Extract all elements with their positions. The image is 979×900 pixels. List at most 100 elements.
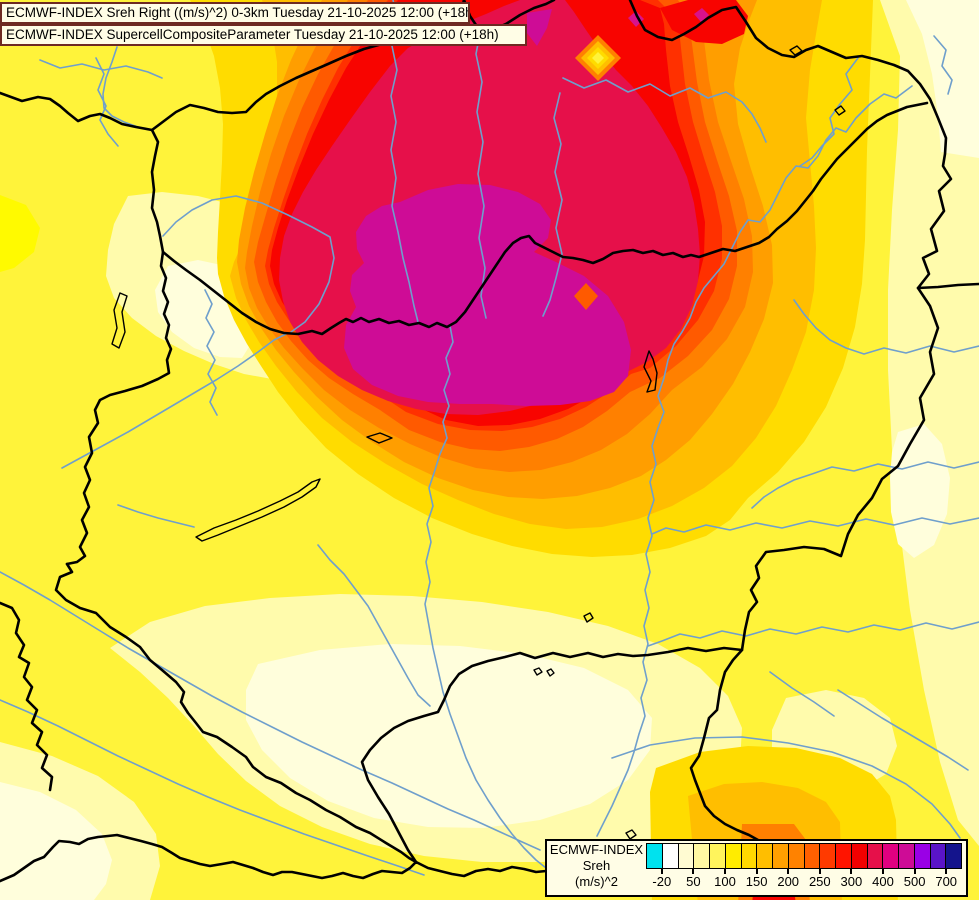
- border-slovak-polish-ukraine: [628, 0, 979, 290]
- lakes: [111, 45, 846, 840]
- river-se-arc: [611, 736, 961, 839]
- river-nw-1: [39, 59, 163, 79]
- legend-colorbar: [646, 843, 962, 869]
- legend-color-cell: [725, 844, 742, 868]
- legend-product-label: ECMWF-INDEX: [549, 842, 644, 857]
- contour-cream-south: [246, 644, 652, 828]
- legend-tick-mark: [818, 869, 821, 874]
- river-tisza: [596, 85, 913, 837]
- lake-s-2: [583, 612, 594, 623]
- lake-s-3: [533, 667, 543, 676]
- lake-balaton: [195, 478, 321, 542]
- legend-text-block: ECMWF-INDEX Sreh (m/s)^2: [547, 842, 646, 896]
- river-hron: [475, 27, 487, 319]
- legend-tick-mark: [755, 869, 758, 874]
- river-sava: [0, 699, 425, 876]
- river-se-1: [837, 689, 969, 771]
- river-nw-2: [95, 57, 119, 147]
- river-maros: [647, 621, 979, 647]
- lake-s-1: [625, 829, 637, 840]
- river-koros-2: [751, 461, 979, 509]
- spot-yellow-center: [592, 52, 604, 64]
- river-ua-corner: [933, 35, 953, 95]
- river-hernad: [562, 77, 767, 143]
- legend-color-cell: [899, 844, 915, 868]
- legend-tick-label: -20: [652, 874, 672, 889]
- contour-cream-east: [890, 424, 950, 558]
- river-koros-1: [651, 517, 979, 535]
- river-se-2: [769, 671, 835, 717]
- lake-neusiedl: [111, 292, 128, 349]
- river-valley-canal: [204, 289, 218, 416]
- border-drava-meander: [0, 833, 548, 883]
- legend-parameter-label: Sreh: [582, 858, 611, 873]
- legend-tick-label: 100: [714, 874, 736, 889]
- legend-tick-mark: [945, 869, 948, 874]
- legend-color-cell: [757, 844, 773, 868]
- legend-color-cell: [836, 844, 852, 868]
- legend-tick-label: 150: [745, 874, 768, 889]
- legend-color-cell: [946, 844, 961, 868]
- legend-tick-mark: [882, 869, 884, 874]
- legend-tick-mark: [724, 869, 726, 874]
- legend-color-cell: [883, 844, 899, 868]
- legend-color-cell: [851, 844, 868, 868]
- contour-magenta-core: [344, 184, 631, 406]
- legend-tick-label: 500: [903, 874, 926, 889]
- legend-tick-label: 400: [872, 874, 894, 889]
- legend-color-cell: [678, 844, 695, 868]
- legend-tick-label: 200: [777, 874, 800, 889]
- river-vah: [390, 0, 419, 323]
- legend-tick-mark: [913, 869, 916, 874]
- legend-color-cell: [647, 844, 663, 868]
- map-title-line2: ECMWF-INDEX SupercellCompositeParameter …: [0, 24, 527, 46]
- river-zala: [117, 504, 195, 528]
- lake-ne-2: [834, 105, 846, 116]
- legend-units-label: (m/s)^2: [575, 874, 618, 889]
- legend-tick-label: 50: [686, 874, 701, 889]
- river-ipel: [542, 92, 563, 317]
- rivers: [0, 0, 979, 876]
- river-raba: [61, 333, 287, 469]
- contour-bright-yellow-west: [0, 195, 40, 272]
- river-szamos: [793, 299, 979, 355]
- spot-magenta-wedge: [527, 9, 552, 46]
- spot-pink-dot-2: [694, 8, 709, 22]
- legend-tick-label: 300: [840, 874, 863, 889]
- map-title-line2-text: ECMWF-INDEX SupercellCompositeParameter …: [6, 27, 499, 42]
- border-austria-hungary: [65, 128, 173, 566]
- spot-orange-in-core: [574, 283, 598, 310]
- legend-color-cell: [741, 844, 758, 868]
- border-slovenia-croatia: [0, 601, 54, 792]
- river-nitra-loop: [162, 195, 335, 333]
- legend-color-cell: [662, 844, 679, 868]
- lake-velence: [366, 432, 393, 444]
- legend-color-cell: [773, 844, 789, 868]
- lake-tisza: [643, 350, 658, 393]
- legend-tick-label: 250: [808, 874, 831, 889]
- legend-color-cell: [820, 844, 836, 868]
- legend-color-cell: [710, 844, 726, 868]
- legend-color-cell: [930, 844, 947, 868]
- border-hungary-serbia: [360, 646, 744, 864]
- legend-color-cell: [804, 844, 821, 868]
- river-bodrog: [799, 57, 859, 167]
- border-hungary-croatia-west: [54, 562, 418, 864]
- river-danube-south: [424, 325, 547, 869]
- legend-color-cell: [788, 844, 805, 868]
- legend-tick-label: 700: [935, 874, 958, 889]
- map-title-line1: ECMWF-INDEX Sreh Right ((m/s)^2) 0-3km T…: [0, 2, 470, 24]
- border-hungary-romania-serbia: [689, 286, 940, 842]
- river-sio: [317, 544, 431, 707]
- legend-color-cell: [867, 844, 884, 868]
- river-drava: [0, 571, 541, 851]
- contour-cream-sw-corner: [0, 782, 112, 900]
- lake-s-4: [546, 668, 555, 677]
- legend-tick-mark: [850, 869, 853, 874]
- legend-color-cell: [914, 844, 931, 868]
- contour-pale-east-band: [880, 0, 979, 846]
- legend-tick-mark: [692, 869, 695, 874]
